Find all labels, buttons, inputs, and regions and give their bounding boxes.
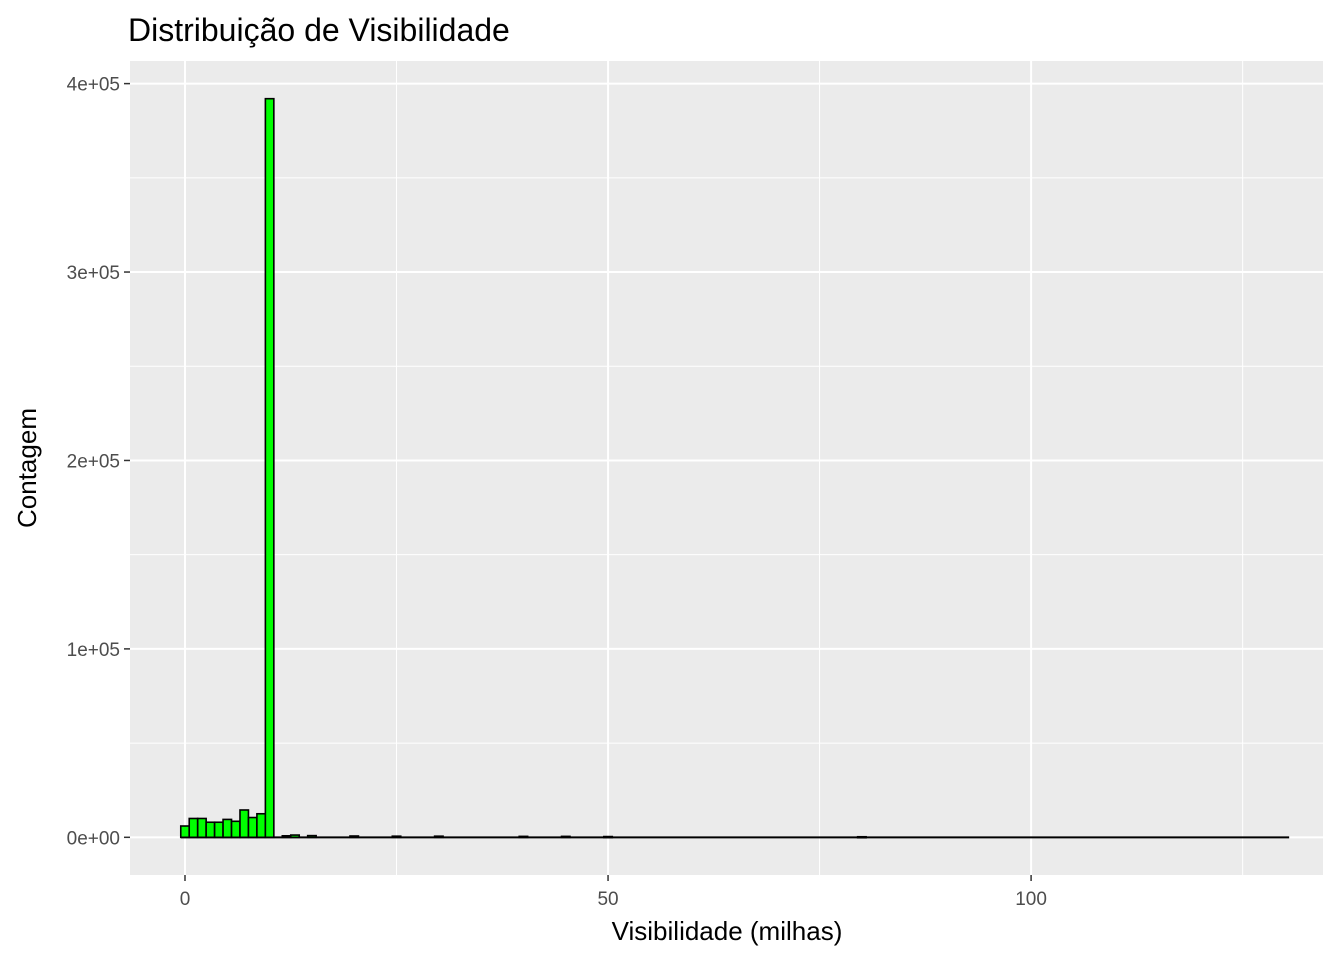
histogram-bar	[196, 817, 207, 839]
histogram-bar	[306, 834, 317, 839]
y-tick-label: 2e+05	[67, 451, 120, 472]
histogram-bar	[264, 97, 275, 839]
y-tick-label: 1e+05	[67, 640, 120, 661]
x-axis: 0 50 100	[180, 875, 1047, 910]
histogram-bar	[247, 816, 258, 839]
histogram-bar	[281, 835, 292, 839]
x-tick-label: 0	[180, 889, 191, 910]
histogram-bar	[289, 834, 301, 839]
histogram-bar	[856, 835, 867, 839]
histogram-bar	[603, 835, 614, 839]
y-axis: 0e+00 1e+05 2e+05 3e+05 4e+05	[67, 75, 130, 849]
histogram-bar	[230, 820, 241, 839]
chart-title: Distribuição de Visibilidade	[128, 12, 510, 48]
histogram-bar	[239, 809, 250, 839]
histogram-bar	[256, 812, 267, 839]
histogram-bar	[179, 825, 191, 839]
y-axis-title: Contagem	[12, 408, 42, 528]
y-tick-label: 0e+00	[67, 828, 120, 849]
x-tick-label: 50	[597, 889, 618, 910]
histogram-bar	[560, 835, 571, 839]
x-tick-label: 100	[1015, 889, 1047, 910]
x-axis-title: Visibilidade (milhas)	[612, 916, 843, 946]
histogram-bar	[205, 821, 216, 839]
minor-gridlines	[130, 61, 1323, 875]
y-tick-label: 4e+05	[67, 75, 120, 96]
histogram-bar	[222, 818, 233, 839]
histogram-bars	[179, 97, 1290, 839]
histogram-bar	[213, 821, 224, 839]
y-tick-label: 3e+05	[67, 263, 120, 284]
histogram-bar	[518, 835, 529, 839]
histogram-bar	[188, 817, 199, 839]
histogram-bar	[433, 835, 444, 839]
plot-panel	[130, 61, 1323, 875]
histogram-bar	[349, 835, 360, 839]
histogram-bar	[391, 835, 402, 839]
